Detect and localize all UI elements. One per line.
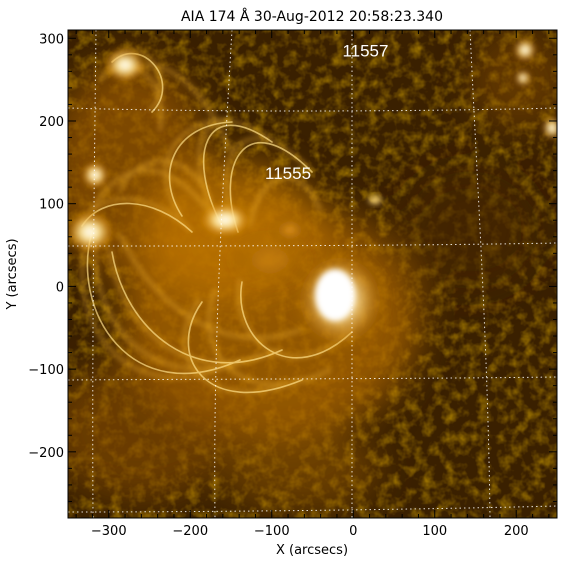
active-region-label: 11557	[342, 42, 388, 61]
x-tick-label: −300	[91, 524, 127, 539]
x-tick-label: −100	[254, 524, 290, 539]
bright-regions	[68, 38, 557, 346]
y-tick-label: −200	[28, 446, 64, 461]
plot-frame	[67, 29, 558, 519]
x-axis: −300 −200 −100 0 100 200	[75, 30, 550, 539]
x-tick-label: −200	[172, 524, 208, 539]
diffuse-corona	[68, 30, 557, 510]
y-tick-label: 100	[39, 198, 64, 213]
active-region-labels: 11557 11555	[265, 42, 388, 183]
x-tick-label: 100	[422, 524, 447, 539]
y-tick-label: 200	[39, 115, 64, 130]
coronal-loops	[78, 49, 353, 394]
y-tick-label: 0	[56, 280, 64, 295]
active-region-label: 11555	[265, 164, 311, 183]
plot-title: AIA 174 Å 30-Aug-2012 20:58:23.340	[181, 8, 443, 25]
heliographic-grid	[68, 30, 557, 518]
image-title: AIA 174 Å 30-Aug-2012 20:58:23.340	[181, 8, 443, 25]
y-axis-title: Y (arcsecs)	[5, 238, 20, 310]
y-tick-label: 300	[39, 32, 64, 47]
y-tick-label: −100	[28, 363, 64, 378]
y-axis: 300 200 100 0 −100 −200	[28, 32, 557, 519]
solar-image: 11557 11555	[68, 30, 557, 518]
x-tick-label: 200	[504, 524, 529, 539]
x-tick-label: 0	[349, 524, 357, 539]
x-axis-title: X (arcsecs)	[276, 543, 348, 558]
